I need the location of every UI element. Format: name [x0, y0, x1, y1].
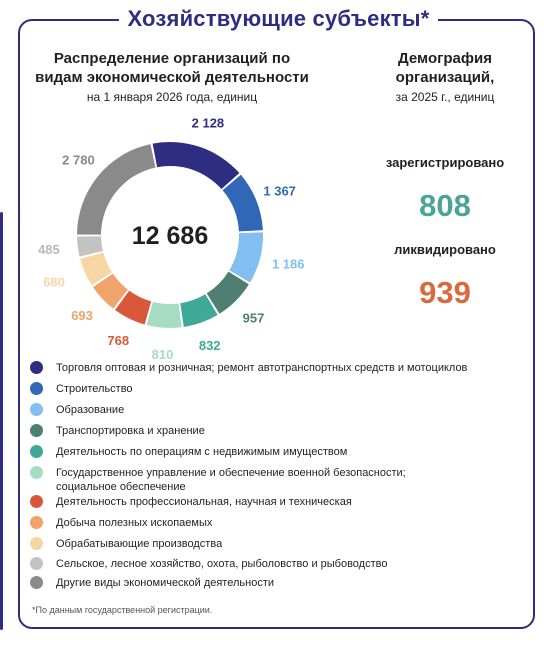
donut-segment-3	[229, 232, 264, 283]
donut-segment-10	[77, 236, 103, 257]
legend-item: Государственное управление и обеспечение…	[30, 466, 406, 494]
legend-swatch	[30, 382, 43, 395]
legend-item: Добыча полезных ископаемых	[30, 516, 212, 530]
donut-segment-11	[77, 144, 156, 235]
legend-item: Сельское, лесное хозяйство, охота, рыбол…	[30, 557, 387, 571]
left-edge-mark	[0, 212, 3, 630]
legend-swatch	[30, 466, 43, 479]
legend-swatch	[30, 424, 43, 437]
chart-title-line2: видам экономической деятельности	[35, 69, 309, 86]
donut-segment-6	[146, 301, 182, 328]
liquidated-label: ликвидировано	[394, 242, 496, 257]
legend-item: Другие виды экономической деятельности	[30, 576, 274, 590]
donut-segment-8	[92, 273, 128, 309]
data-label-9: 680	[43, 275, 65, 290]
chart-subtitle: на 1 января 2026 года, единиц	[86, 90, 258, 104]
legend-label: Государственное управление и обеспечение…	[56, 467, 406, 493]
legend-swatch	[30, 445, 43, 458]
donut-segment-2	[222, 174, 263, 232]
registered-label: зарегистрировано	[385, 155, 505, 170]
data-label-1: 2 128	[192, 115, 225, 130]
legend-label: Добыча полезных ископаемых	[56, 517, 213, 529]
liquidated-value: 939	[419, 275, 471, 310]
data-label-2: 1 367	[263, 183, 296, 198]
demography-subtitle: за 2025 г., единиц	[395, 90, 495, 104]
legend-swatch	[30, 403, 43, 416]
legend-item: Деятельность по операциям с недвижимым и…	[30, 445, 347, 459]
legend-swatch	[30, 537, 43, 550]
legend-item: Деятельность профессиональная, научная и…	[30, 495, 352, 509]
data-label-5: 832	[199, 338, 221, 353]
data-label-7: 768	[107, 333, 129, 348]
donut-segment-9	[80, 252, 112, 286]
legend-item: Образование	[30, 403, 124, 417]
legend-item: Строительство	[30, 382, 133, 396]
legend-swatch	[30, 516, 43, 529]
footnote: *По данным государственной регистрации.	[32, 605, 213, 615]
legend-swatch	[30, 361, 43, 374]
data-label-11: 2 780	[62, 153, 95, 168]
legend-item: Торговля оптовая и розничная; ремонт авт…	[30, 361, 467, 375]
demography-title-line1: Демография	[398, 50, 492, 67]
legend-label: Обрабатывающие производства	[56, 538, 223, 550]
legend-swatch	[30, 557, 43, 570]
donut-segment-5	[180, 294, 218, 327]
data-label-10: 485	[38, 242, 60, 257]
legend-label: Транспортировка и хранение	[56, 425, 205, 437]
donut-segment-7	[115, 290, 152, 325]
legend-label: Другие виды экономической деятельности	[56, 577, 274, 589]
data-label-8: 693	[71, 308, 93, 323]
demography-title-line2: организаций,	[395, 69, 495, 86]
donut-segment-1	[152, 141, 240, 190]
donut-segment-4	[206, 271, 249, 314]
donut-chart: 2 128 1 367 1 186 957 832 810 768 693 680 485 2 78…	[38, 115, 305, 360]
legend-swatch	[30, 495, 43, 508]
legend-label: Строительство	[56, 383, 133, 395]
legend-item: Обрабатывающие производства	[30, 537, 222, 551]
legend-swatch	[30, 576, 43, 589]
legend-label: Торговля оптовая и розничная; ремонт авт…	[56, 362, 468, 374]
legend-item: Транспортировка и хранение	[30, 424, 205, 438]
center-total: 12 686	[132, 222, 208, 250]
legend-label: Сельское, лесное хозяйство, охота, рыбол…	[56, 558, 388, 570]
data-label-3: 1 186	[272, 257, 305, 272]
registered-value: 808	[419, 188, 471, 223]
legend-label: Образование	[56, 404, 125, 416]
legend-label: Деятельность по операциям с недвижимым и…	[56, 446, 348, 458]
page-title: Хозяйствующие субъекты*	[119, 6, 438, 32]
data-label-6: 810	[152, 347, 174, 360]
legend-label: Деятельность профессиональная, научная и…	[56, 496, 352, 508]
chart-title-line1: Распределение организаций по	[53, 50, 291, 67]
data-label-4: 957	[243, 310, 265, 325]
title-wrap: Хозяйствующие субъекты*	[0, 6, 557, 32]
